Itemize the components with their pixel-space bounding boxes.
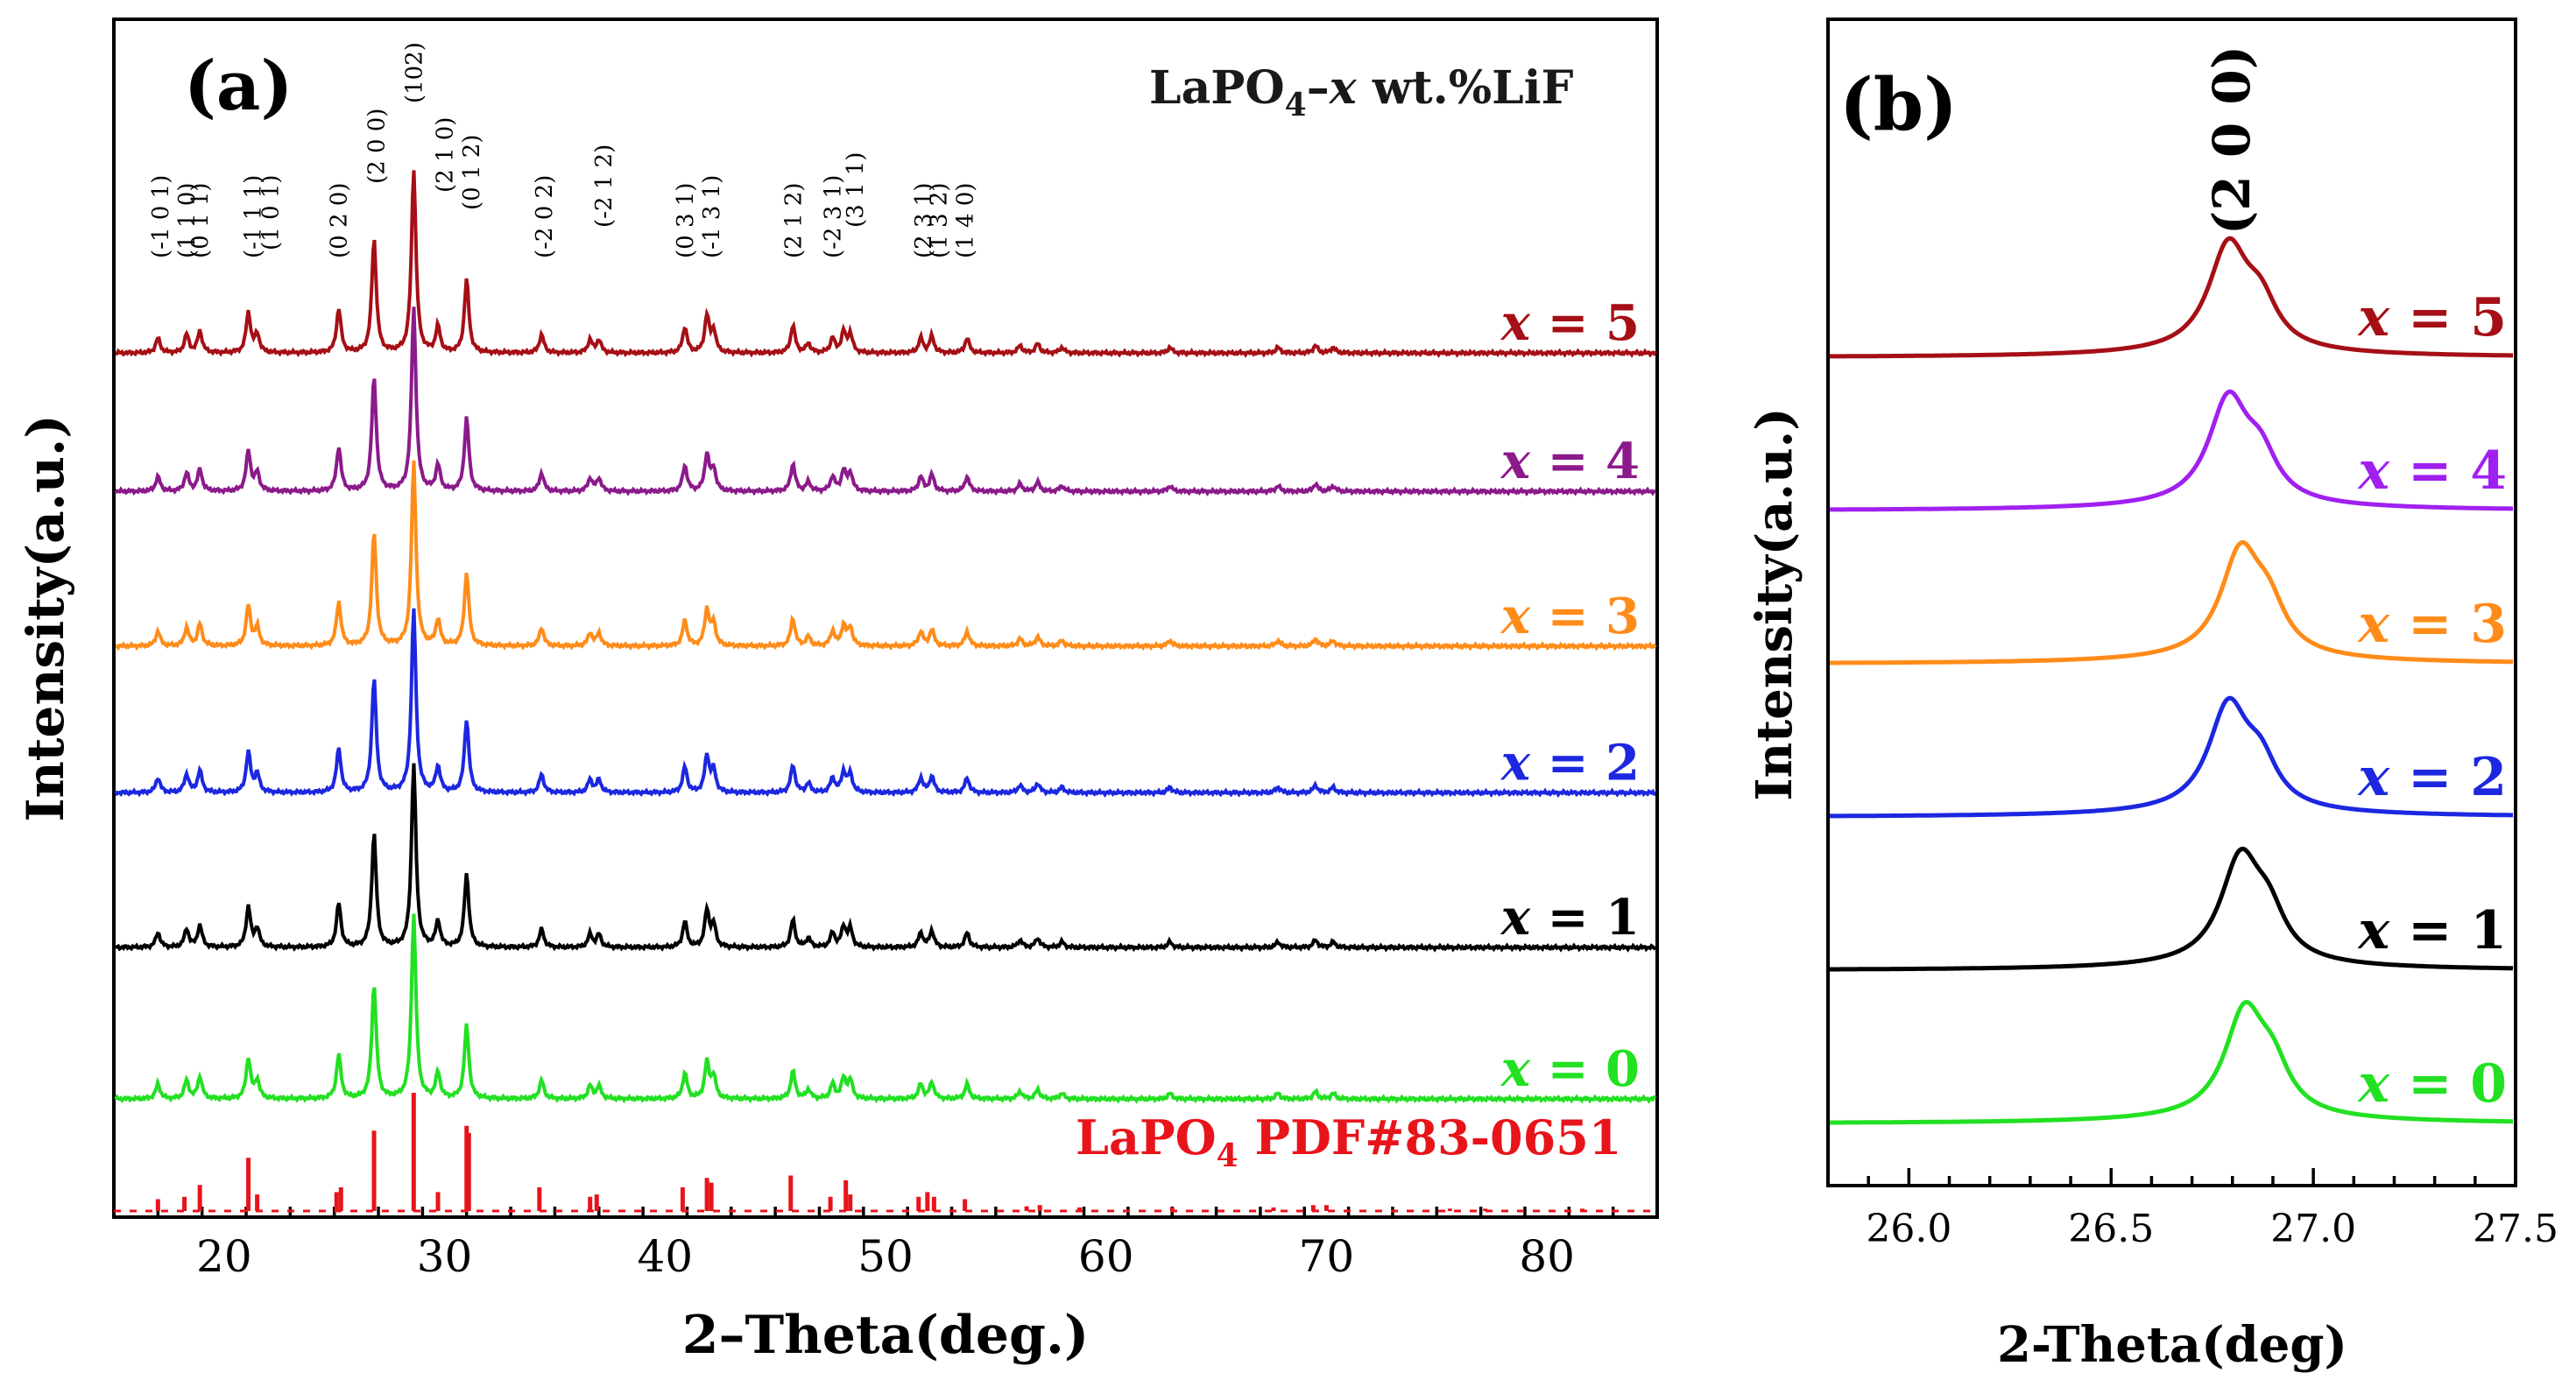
series-label: x = 4	[1500, 433, 1640, 490]
hkl-label: (1 4 0)	[953, 183, 979, 258]
series-label: x = 0	[2356, 1053, 2507, 1115]
panel-a-x-ticks: 20 30 40 50 60 70 80	[112, 1207, 1659, 1282]
series-label: x = 2	[1500, 734, 1640, 792]
series-label: x = 2	[2356, 747, 2507, 808]
x-tick-label: 70	[1299, 1231, 1355, 1282]
hkl-label: (102)	[401, 42, 427, 103]
panel-a-y-axis-label: Intensity(a.u.)	[16, 414, 75, 821]
series-label: x = 1	[2356, 900, 2507, 961]
series-line-x=2	[1830, 695, 2513, 819]
series-line-x=2	[114, 608, 1656, 799]
panel-a-title: LaPO4–x wt.%LiF	[1149, 61, 1573, 123]
hkl-label: (-1 1 1)	[241, 175, 267, 258]
series-label: x = 1	[1500, 889, 1640, 947]
hkl-label: (2 0 0)	[364, 109, 391, 184]
x-tick-label: 80	[1519, 1231, 1575, 1282]
x-tick-label: 26.5	[2068, 1207, 2154, 1251]
series-line-x=5	[1830, 236, 2513, 359]
reference-pattern	[114, 1093, 1657, 1213]
hkl-labels: (-1 0 1) (1 1 0)(0 1 1) (-1 1 1)(1 0 1) (0 …	[148, 42, 979, 258]
panel-b-x-axis-label: 2-Theta(deg)	[1997, 1316, 2347, 1374]
x-tick-label: 20	[196, 1231, 252, 1282]
series-line-x=1	[115, 763, 1657, 953]
series-label: x = 3	[2356, 594, 2507, 655]
series-label: x = 5	[2356, 287, 2507, 349]
hkl-label: (-1 0 1)	[148, 175, 174, 258]
panel-a-frame	[112, 18, 1659, 1219]
hkl-label: (1 3 2)	[926, 183, 952, 258]
x-tick-label: 30	[417, 1231, 473, 1282]
series-line-x=3	[115, 460, 1657, 651]
series-label: x = 5	[1500, 294, 1640, 352]
hkl-label: (-2 1 2)	[591, 144, 618, 228]
reference-label: LaPO4 PDF#83-0651	[1076, 1109, 1621, 1174]
x-tick-label: 27.5	[2473, 1207, 2558, 1251]
x-tick-label: 60	[1078, 1231, 1134, 1282]
x-tick-label: 40	[637, 1231, 693, 1282]
panel-a: 20 30 40 50 60 70 80 x = 5 x = 4 x = 3 x = 2 x = 1…	[16, 18, 1659, 1366]
series-line-x=3	[1830, 539, 2514, 665]
panel-a-label: (a)	[184, 46, 293, 126]
panel-b-series-labels: x = 5 x = 4 x = 3 x = 2 x = 1 x = 0	[2356, 287, 2507, 1115]
x-tick-label: 26.0	[1866, 1207, 1951, 1251]
series-line-x=5	[115, 170, 1657, 358]
series-label: x = 4	[2356, 440, 2507, 502]
panel-b: 26.0 26.5 27.0 27.5 x = 5x = 4x = 3x = 2x =…	[1746, 18, 2558, 1374]
panel-a-series-labels: x = 5 x = 4 x = 3 x = 2 x = 1 x = 0	[1500, 294, 1640, 1098]
panel-b-y-axis-label: Intensity(a.u.)	[1746, 407, 1803, 800]
hkl-label: (2 1 0)	[433, 117, 459, 193]
series-label: x = 0	[1500, 1040, 1640, 1098]
series-line-x=0	[114, 913, 1657, 1104]
panel-a-series	[114, 170, 1657, 1104]
series-line-x=4	[114, 306, 1657, 496]
x-tick-label: 50	[857, 1231, 914, 1282]
hkl-label: (0 3 1)	[673, 183, 699, 258]
panel-b-label: (b)	[1839, 63, 1958, 147]
hkl-label: (-2 0 2)	[532, 175, 558, 258]
hkl-label: (1 0 1)	[258, 175, 285, 250]
hkl-label: (1 1 0)	[174, 183, 201, 258]
series-line-x=4	[1830, 389, 2513, 512]
hkl-label: (-1 3 1)	[699, 175, 725, 258]
hkl-label: (0 1 2)	[459, 135, 485, 210]
panel-b-frame	[1826, 18, 2517, 1187]
panel-b-x-ticks: 26.0 26.5 27.0 27.5	[1826, 1168, 2558, 1251]
series-line-x=1	[1830, 846, 2514, 972]
panel-a-x-axis-label: 2–Theta(deg.)	[682, 1305, 1090, 1366]
peak-200-label: (2 0 0)	[2202, 46, 2262, 235]
series-line-x=0	[1830, 999, 2513, 1125]
hkl-label: (2 3 1)	[911, 183, 937, 258]
panel-b-series	[1830, 236, 2514, 1125]
hkl-label: (0 1 1)	[187, 183, 214, 258]
hkl-label: (3 1 1)	[843, 152, 869, 228]
series-label: x = 3	[1500, 588, 1640, 645]
hkl-label: (0 2 0)	[327, 183, 353, 258]
x-tick-label: 27.0	[2270, 1207, 2356, 1251]
hkl-label: (-2 3 1)	[821, 175, 847, 258]
hkl-label: (2 1 2)	[780, 183, 807, 258]
